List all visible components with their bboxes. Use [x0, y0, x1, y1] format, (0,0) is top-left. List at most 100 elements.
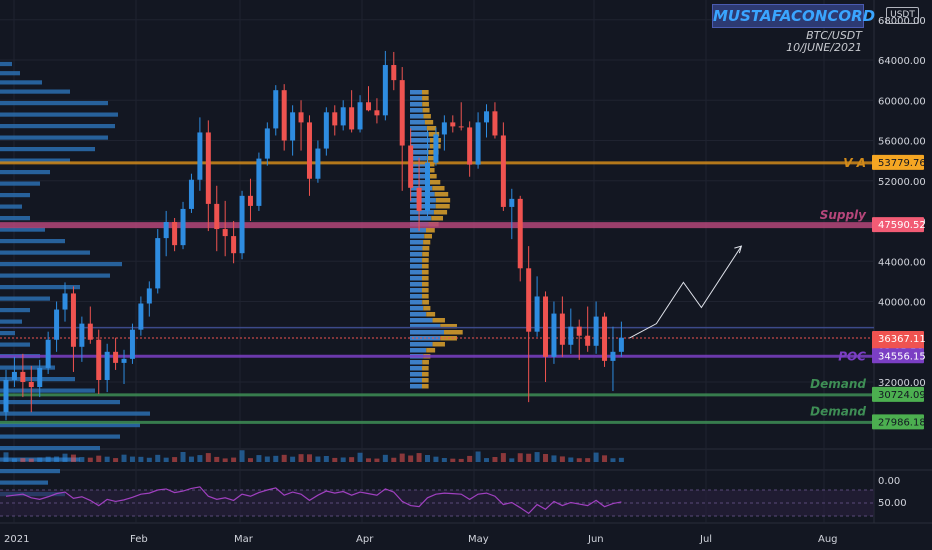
candle-body: [399, 80, 405, 146]
candle-body: [534, 296, 540, 332]
volume-profile-bar: [0, 170, 50, 175]
visible-range-profile-bar: [422, 282, 429, 287]
visible-range-profile-bar: [410, 348, 427, 353]
candle-body: [585, 335, 591, 346]
visible-range-profile-bar: [433, 210, 448, 215]
volume-bar: [11, 458, 17, 462]
visible-range-profile-bar: [422, 90, 429, 95]
candle-body: [129, 329, 135, 359]
volume-bar: [416, 453, 422, 462]
candle-body: [500, 135, 506, 207]
candle-body: [45, 339, 51, 368]
volume-bar: [315, 456, 321, 462]
poc-price-tag-bg: [872, 348, 924, 364]
visible-range-profile-bar: [410, 138, 430, 143]
visible-range-profile-bar: [410, 384, 422, 389]
candle-body: [11, 371, 17, 380]
volume-bar: [273, 455, 279, 462]
candle-body: [458, 126, 464, 128]
volume-bar: [382, 454, 388, 462]
candle-body: [543, 296, 549, 357]
volume-bar: [104, 456, 110, 462]
candle-body: [576, 326, 582, 336]
volume-profile-bar: [0, 469, 60, 474]
va-price-tag-bg: [872, 154, 924, 170]
candle-body: [340, 107, 346, 126]
visible-range-profile-bar: [410, 246, 423, 251]
volume-profile-bar: [0, 400, 120, 405]
visible-range-profile-bar: [410, 126, 427, 131]
demand-price-tag-bg: [872, 414, 924, 430]
level-label: V A: [843, 156, 866, 170]
candle-body: [416, 187, 422, 211]
volume-profile-bar: [0, 158, 70, 163]
volume-bar: [79, 457, 85, 462]
volume-bar: [172, 457, 178, 462]
price-axis-tick: 64000.00: [878, 56, 926, 67]
time-axis-tick: Feb: [130, 534, 148, 545]
visible-range-profile-bar: [426, 348, 436, 353]
volume-profile-bar: [0, 181, 40, 186]
visible-range-profile-bar: [422, 372, 429, 377]
visible-range-profile-bar: [410, 144, 430, 149]
volume-bar: [450, 458, 456, 462]
volume-profile-bar: [0, 423, 140, 428]
volume-bar: [70, 454, 76, 462]
volume-bar: [281, 454, 287, 462]
time-axis-tick: Jul: [699, 534, 712, 545]
visible-range-profile-bar: [410, 96, 423, 101]
candle-body: [222, 229, 228, 237]
visible-range-profile-bar: [422, 366, 429, 371]
price-axis-tick: 68000.00: [878, 16, 926, 27]
visible-range-profile-bar: [410, 378, 423, 383]
candle-body: [70, 293, 76, 347]
visible-range-profile-bar: [410, 264, 423, 269]
visible-range-profile-bar: [422, 258, 429, 263]
visible-range-profile-bar: [425, 228, 435, 233]
visible-range-profile-bar: [410, 282, 423, 287]
candle-body: [113, 351, 119, 363]
volume-profile-bar: [0, 250, 90, 255]
visible-range-profile-bar: [434, 192, 449, 197]
candle-body: [559, 313, 565, 345]
visible-range-profile-bar: [410, 288, 423, 293]
candle-body: [205, 132, 211, 204]
time-axis-tick: Apr: [356, 534, 374, 545]
price-axis-tick: 56000.00: [878, 137, 926, 148]
candle-body: [315, 148, 321, 179]
volume-bar: [247, 458, 253, 462]
volume-profile-bar: [0, 273, 110, 278]
visible-range-profile-bar: [410, 228, 426, 233]
candle-body: [96, 339, 102, 380]
volume-bar: [20, 458, 26, 462]
volume-bar: [163, 457, 169, 462]
volume-bar: [391, 457, 397, 462]
visible-range-profile-bar: [410, 180, 430, 185]
visible-range-profile-bar: [422, 360, 429, 365]
candle-body: [163, 222, 169, 239]
visible-range-profile-bar: [410, 192, 435, 197]
candle-body: [382, 65, 388, 116]
level-label: Demand: [810, 377, 866, 391]
visible-range-profile-bar: [427, 174, 437, 179]
plot-background: [0, 0, 874, 550]
visible-range-profile-bar: [422, 108, 430, 113]
candle-body: [188, 179, 194, 209]
candle-body: [172, 222, 178, 246]
volume-bar: [425, 455, 430, 462]
supply-price-tag-bg: [872, 217, 924, 233]
volume-bar: [138, 456, 144, 462]
candle-body: [146, 288, 152, 304]
currency-button[interactable]: USDT: [886, 7, 919, 24]
visible-range-profile-bar: [410, 372, 423, 377]
visible-range-profile-bar: [422, 294, 429, 299]
volume-bar: [374, 458, 380, 462]
level-label: Supply: [820, 208, 867, 222]
volume-bar: [475, 451, 481, 462]
visible-range-profile-bar: [432, 186, 445, 191]
volume-bar: [264, 456, 270, 462]
candle-body: [357, 102, 363, 130]
visible-range-profile-bar: [422, 270, 429, 275]
visible-range-profile-bar: [410, 168, 426, 173]
